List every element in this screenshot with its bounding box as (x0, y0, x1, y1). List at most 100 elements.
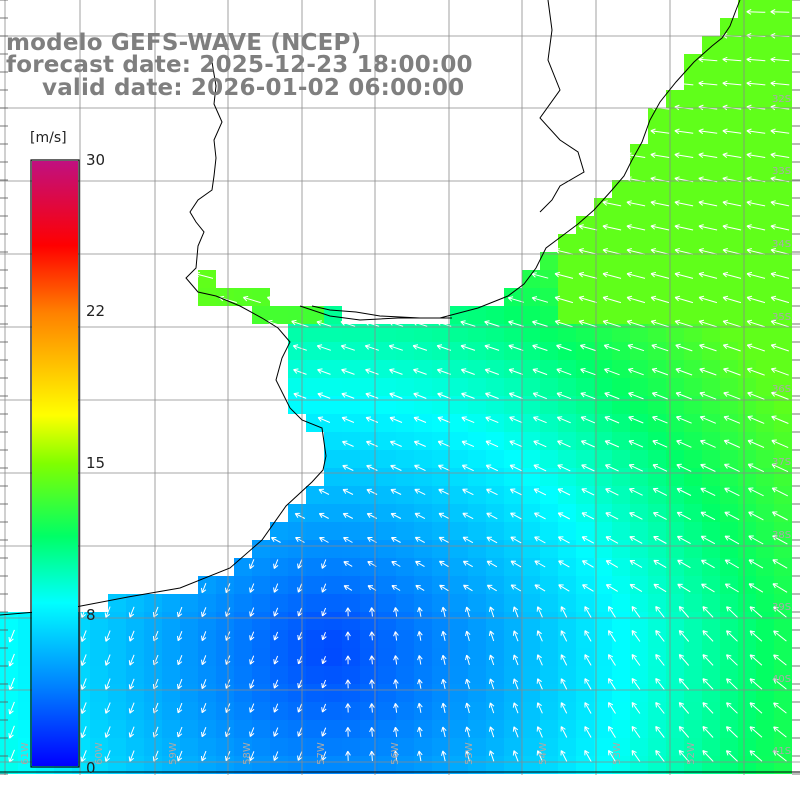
wind-arrow (465, 678, 471, 690)
wind-arrow (414, 464, 426, 472)
wind-cell (576, 288, 594, 306)
wind-arrow (462, 536, 474, 544)
wind-cell (324, 396, 342, 414)
wind-cell (234, 648, 252, 666)
wind-cell (738, 216, 756, 234)
wind-cell (540, 540, 558, 558)
wind-cell (450, 396, 468, 414)
wind-cell (756, 0, 774, 18)
wind-cell (396, 342, 414, 360)
wind-cell (324, 468, 342, 486)
wind-cell (360, 414, 378, 432)
wind-cell (702, 144, 720, 162)
wind-cell (288, 756, 306, 774)
wind-cell (774, 396, 792, 414)
wind-arrow (176, 750, 183, 762)
wind-cell (774, 360, 792, 378)
wind-arrow (342, 488, 354, 495)
wind-arrow (295, 537, 305, 543)
wind-cell (144, 720, 162, 738)
wind-cell (288, 648, 306, 666)
wind-cell (306, 306, 324, 324)
wind-cell (108, 594, 126, 612)
wind-arrow (461, 392, 475, 399)
wind-cell (396, 684, 414, 702)
wind-cell (324, 504, 342, 522)
wind-arrow (700, 559, 715, 569)
wind-cell (738, 36, 756, 54)
wind-arrow (512, 654, 519, 666)
wind-cell (648, 306, 666, 324)
wind-cell (468, 432, 486, 450)
wind-cell (396, 612, 414, 630)
wind-cell (540, 450, 558, 468)
wind-cell (648, 558, 666, 576)
colorbar-tick-8: 8 (86, 606, 96, 624)
wind-arrow (249, 583, 255, 593)
wind-cell (468, 522, 486, 540)
wind-arrow (698, 295, 718, 304)
wind-arrow (558, 584, 570, 592)
wind-arrow (485, 464, 499, 472)
wind-arrow (773, 726, 787, 738)
wind-arrow (722, 128, 742, 135)
wind-arrow (650, 271, 670, 279)
wind-arrow (297, 583, 303, 593)
wind-arrow (770, 128, 790, 135)
wind-arrow (512, 630, 519, 642)
wind-cell (630, 450, 648, 468)
wind-arrow (508, 344, 524, 351)
wind-cell (702, 36, 720, 54)
title-forecast-date: forecast date: 2025-12-23 18:00:00 (6, 52, 473, 78)
wind-arrow (674, 319, 694, 328)
wind-arrow (580, 416, 596, 424)
wind-arrow (128, 678, 135, 690)
wind-arrow (700, 439, 716, 448)
wind-cell (522, 522, 540, 540)
lat-label: 34S (772, 239, 792, 250)
wind-arrow (676, 463, 692, 472)
wind-cell (576, 468, 594, 486)
wind-arrow (201, 679, 207, 690)
lon-label: 53W (611, 742, 623, 765)
wind-cell (720, 252, 738, 270)
wind-arrow (345, 655, 351, 665)
wind-cell (378, 666, 396, 684)
wind-cell (648, 702, 666, 720)
wind-cell (720, 126, 738, 144)
wind-arrow (557, 464, 571, 472)
wind-arrow (460, 320, 476, 327)
wind-cell (378, 360, 396, 378)
lat-label: 38S (772, 530, 792, 541)
wind-cell (198, 756, 216, 774)
wind-cell (702, 378, 720, 396)
wind-cell (720, 432, 738, 450)
wind-arrow (578, 319, 598, 328)
wind-cell (630, 648, 648, 666)
wind-cell (360, 450, 378, 468)
wind-arrow (438, 536, 450, 544)
wind-cell (702, 198, 720, 216)
wind-cell (432, 396, 450, 414)
wind-arrow (702, 678, 714, 690)
wind-arrow (722, 271, 742, 279)
wind-arrow (365, 416, 379, 423)
wind-cell (558, 342, 576, 360)
wind-arrow (291, 319, 309, 328)
wind-arrow (393, 679, 399, 689)
wind-cell (468, 396, 486, 414)
wind-cell (702, 450, 720, 468)
wind-arrow (652, 439, 668, 448)
wind-cell (612, 504, 630, 522)
wind-cell (648, 198, 666, 216)
wind-arrow (509, 416, 523, 424)
wind-cell (324, 522, 342, 540)
wind-arrow (128, 702, 135, 714)
wind-cell (612, 468, 630, 486)
wind-arrow (770, 224, 790, 231)
wind-arrow (273, 703, 279, 713)
wind-cell (324, 684, 342, 702)
wind-cell (774, 504, 792, 522)
lon-label: 59W (167, 742, 179, 765)
wind-cell (540, 666, 558, 684)
